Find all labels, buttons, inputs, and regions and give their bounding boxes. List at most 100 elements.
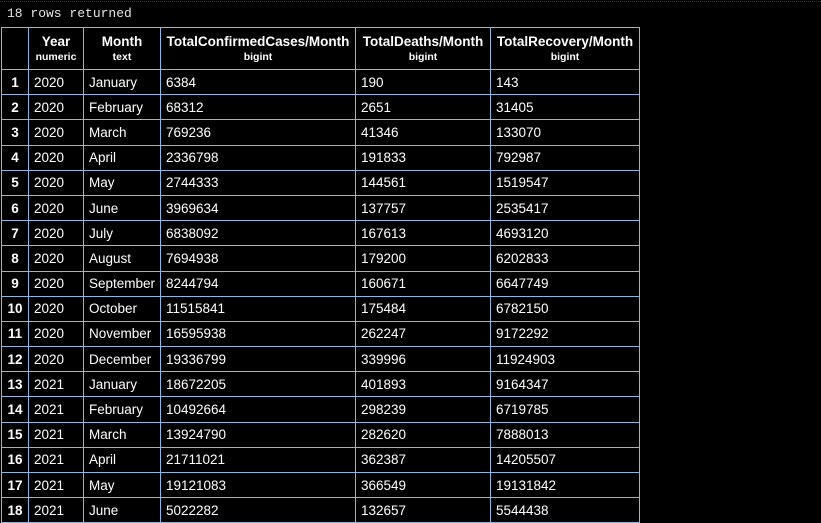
cell-total-recovery[interactable]: 11924903 — [490, 346, 640, 373]
cell-total-confirmed-cases[interactable]: 3969634 — [160, 194, 356, 222]
cell-month[interactable]: August — [83, 245, 161, 272]
cell-month[interactable]: December — [83, 346, 161, 373]
cell-year[interactable]: 2020 — [28, 295, 84, 322]
cell-total-recovery[interactable]: 31405 — [490, 94, 640, 121]
cell-total-deaths[interactable]: 362387 — [355, 446, 491, 474]
cell-total-confirmed-cases[interactable]: 18672205 — [160, 371, 356, 398]
cell-year[interactable]: 2021 — [28, 396, 84, 423]
cell-total-recovery[interactable]: 19131842 — [490, 471, 640, 499]
cell-total-recovery[interactable]: 6647749 — [490, 270, 640, 297]
cell-year[interactable]: 2021 — [28, 471, 84, 499]
row-number[interactable]: 9 — [1, 270, 29, 297]
cell-month[interactable]: January — [83, 68, 161, 96]
table-row[interactable]: 3 2020 March 769236 41346 133070 — [1, 119, 640, 146]
cell-year[interactable]: 2021 — [28, 497, 84, 523]
cell-year[interactable]: 2020 — [28, 220, 84, 247]
cell-total-deaths[interactable]: 190 — [355, 68, 491, 96]
cell-month[interactable]: July — [83, 220, 161, 247]
cell-total-recovery[interactable]: 7888013 — [490, 421, 640, 448]
cell-total-deaths[interactable]: 160671 — [355, 270, 491, 297]
table-row[interactable]: 16 2021 April 21711021 362387 14205507 — [1, 446, 640, 474]
table-row[interactable]: 9 2020 September 8244794 160671 6647749 — [1, 270, 640, 297]
cell-total-confirmed-cases[interactable]: 19121083 — [160, 471, 356, 499]
cell-total-confirmed-cases[interactable]: 769236 — [160, 119, 356, 146]
cell-total-deaths[interactable]: 132657 — [355, 497, 491, 523]
row-number-header[interactable] — [1, 27, 29, 70]
cell-month[interactable]: January — [83, 371, 161, 398]
cell-total-confirmed-cases[interactable]: 10492664 — [160, 396, 356, 423]
table-row[interactable]: 2 2020 February 68312 2651 31405 — [1, 94, 640, 121]
table-row[interactable]: 18 2021 June 5022282 132657 5544438 — [1, 497, 640, 523]
cell-total-recovery[interactable]: 6782150 — [490, 295, 640, 322]
cell-total-deaths[interactable]: 179200 — [355, 245, 491, 272]
table-row[interactable]: 14 2021 February 10492664 298239 6719785 — [1, 396, 640, 423]
cell-month[interactable]: June — [83, 497, 161, 523]
row-number[interactable]: 8 — [1, 245, 29, 272]
cell-total-recovery[interactable]: 2535417 — [490, 194, 640, 222]
row-number[interactable]: 11 — [1, 320, 29, 348]
cell-total-recovery[interactable]: 6202833 — [490, 245, 640, 272]
cell-month[interactable]: November — [83, 320, 161, 348]
cell-total-confirmed-cases[interactable]: 5022282 — [160, 497, 356, 523]
row-number[interactable]: 5 — [1, 169, 29, 196]
cell-total-deaths[interactable]: 167613 — [355, 220, 491, 247]
cell-total-recovery[interactable]: 9164347 — [490, 371, 640, 398]
cell-total-confirmed-cases[interactable]: 6838092 — [160, 220, 356, 247]
cell-total-deaths[interactable]: 298239 — [355, 396, 491, 423]
table-row[interactable]: 8 2020 August 7694938 179200 6202833 — [1, 245, 640, 272]
cell-total-recovery[interactable]: 792987 — [490, 144, 640, 171]
cell-total-confirmed-cases[interactable]: 2744333 — [160, 169, 356, 196]
row-number[interactable]: 4 — [1, 144, 29, 171]
cell-total-deaths[interactable]: 41346 — [355, 119, 491, 146]
cell-total-confirmed-cases[interactable]: 21711021 — [160, 446, 356, 474]
cell-total-confirmed-cases[interactable]: 13924790 — [160, 421, 356, 448]
cell-total-deaths[interactable]: 175484 — [355, 295, 491, 322]
cell-month[interactable]: September — [83, 270, 161, 297]
cell-total-confirmed-cases[interactable]: 16595938 — [160, 320, 356, 348]
cell-total-recovery[interactable]: 4693120 — [490, 220, 640, 247]
row-number[interactable]: 18 — [1, 497, 29, 523]
cell-year[interactable]: 2020 — [28, 346, 84, 373]
row-number[interactable]: 7 — [1, 220, 29, 247]
table-row[interactable]: 12 2020 December 19336799 339996 11924903 — [1, 346, 640, 373]
table-row[interactable]: 5 2020 May 2744333 144561 1519547 — [1, 169, 640, 196]
cell-year[interactable]: 2020 — [28, 144, 84, 171]
row-number[interactable]: 3 — [1, 119, 29, 146]
cell-total-deaths[interactable]: 282620 — [355, 421, 491, 448]
column-header-month[interactable]: Month text — [83, 27, 161, 70]
cell-total-deaths[interactable]: 262247 — [355, 320, 491, 348]
cell-month[interactable]: April — [83, 446, 161, 474]
cell-total-confirmed-cases[interactable]: 7694938 — [160, 245, 356, 272]
row-number[interactable]: 16 — [1, 446, 29, 474]
cell-total-confirmed-cases[interactable]: 6384 — [160, 68, 356, 96]
cell-year[interactable]: 2020 — [28, 119, 84, 146]
column-header-year[interactable]: Year numeric — [28, 27, 84, 70]
cell-year[interactable]: 2020 — [28, 169, 84, 196]
cell-year[interactable]: 2020 — [28, 245, 84, 272]
cell-total-deaths[interactable]: 2651 — [355, 94, 491, 121]
row-number[interactable]: 6 — [1, 194, 29, 222]
cell-total-recovery[interactable]: 143 — [490, 68, 640, 96]
row-number[interactable]: 13 — [1, 371, 29, 398]
cell-total-deaths[interactable]: 366549 — [355, 471, 491, 499]
cell-month[interactable]: February — [83, 396, 161, 423]
cell-month[interactable]: February — [83, 94, 161, 121]
table-row[interactable]: 1 2020 January 6384 190 143 — [1, 68, 640, 96]
cell-total-confirmed-cases[interactable]: 19336799 — [160, 346, 356, 373]
table-row[interactable]: 6 2020 June 3969634 137757 2535417 — [1, 194, 640, 222]
cell-total-recovery[interactable]: 1519547 — [490, 169, 640, 196]
cell-total-deaths[interactable]: 401893 — [355, 371, 491, 398]
row-number[interactable]: 14 — [1, 396, 29, 423]
cell-total-recovery[interactable]: 6719785 — [490, 396, 640, 423]
table-row[interactable]: 4 2020 April 2336798 191833 792987 — [1, 144, 640, 171]
table-row[interactable]: 11 2020 November 16595938 262247 9172292 — [1, 320, 640, 348]
row-number[interactable]: 15 — [1, 421, 29, 448]
cell-month[interactable]: March — [83, 421, 161, 448]
row-number[interactable]: 12 — [1, 346, 29, 373]
cell-year[interactable]: 2020 — [28, 270, 84, 297]
table-row[interactable]: 15 2021 March 13924790 282620 7888013 — [1, 421, 640, 448]
cell-total-confirmed-cases[interactable]: 8244794 — [160, 270, 356, 297]
cell-total-confirmed-cases[interactable]: 68312 — [160, 94, 356, 121]
table-row[interactable]: 17 2021 May 19121083 366549 19131842 — [1, 471, 640, 499]
cell-month[interactable]: March — [83, 119, 161, 146]
